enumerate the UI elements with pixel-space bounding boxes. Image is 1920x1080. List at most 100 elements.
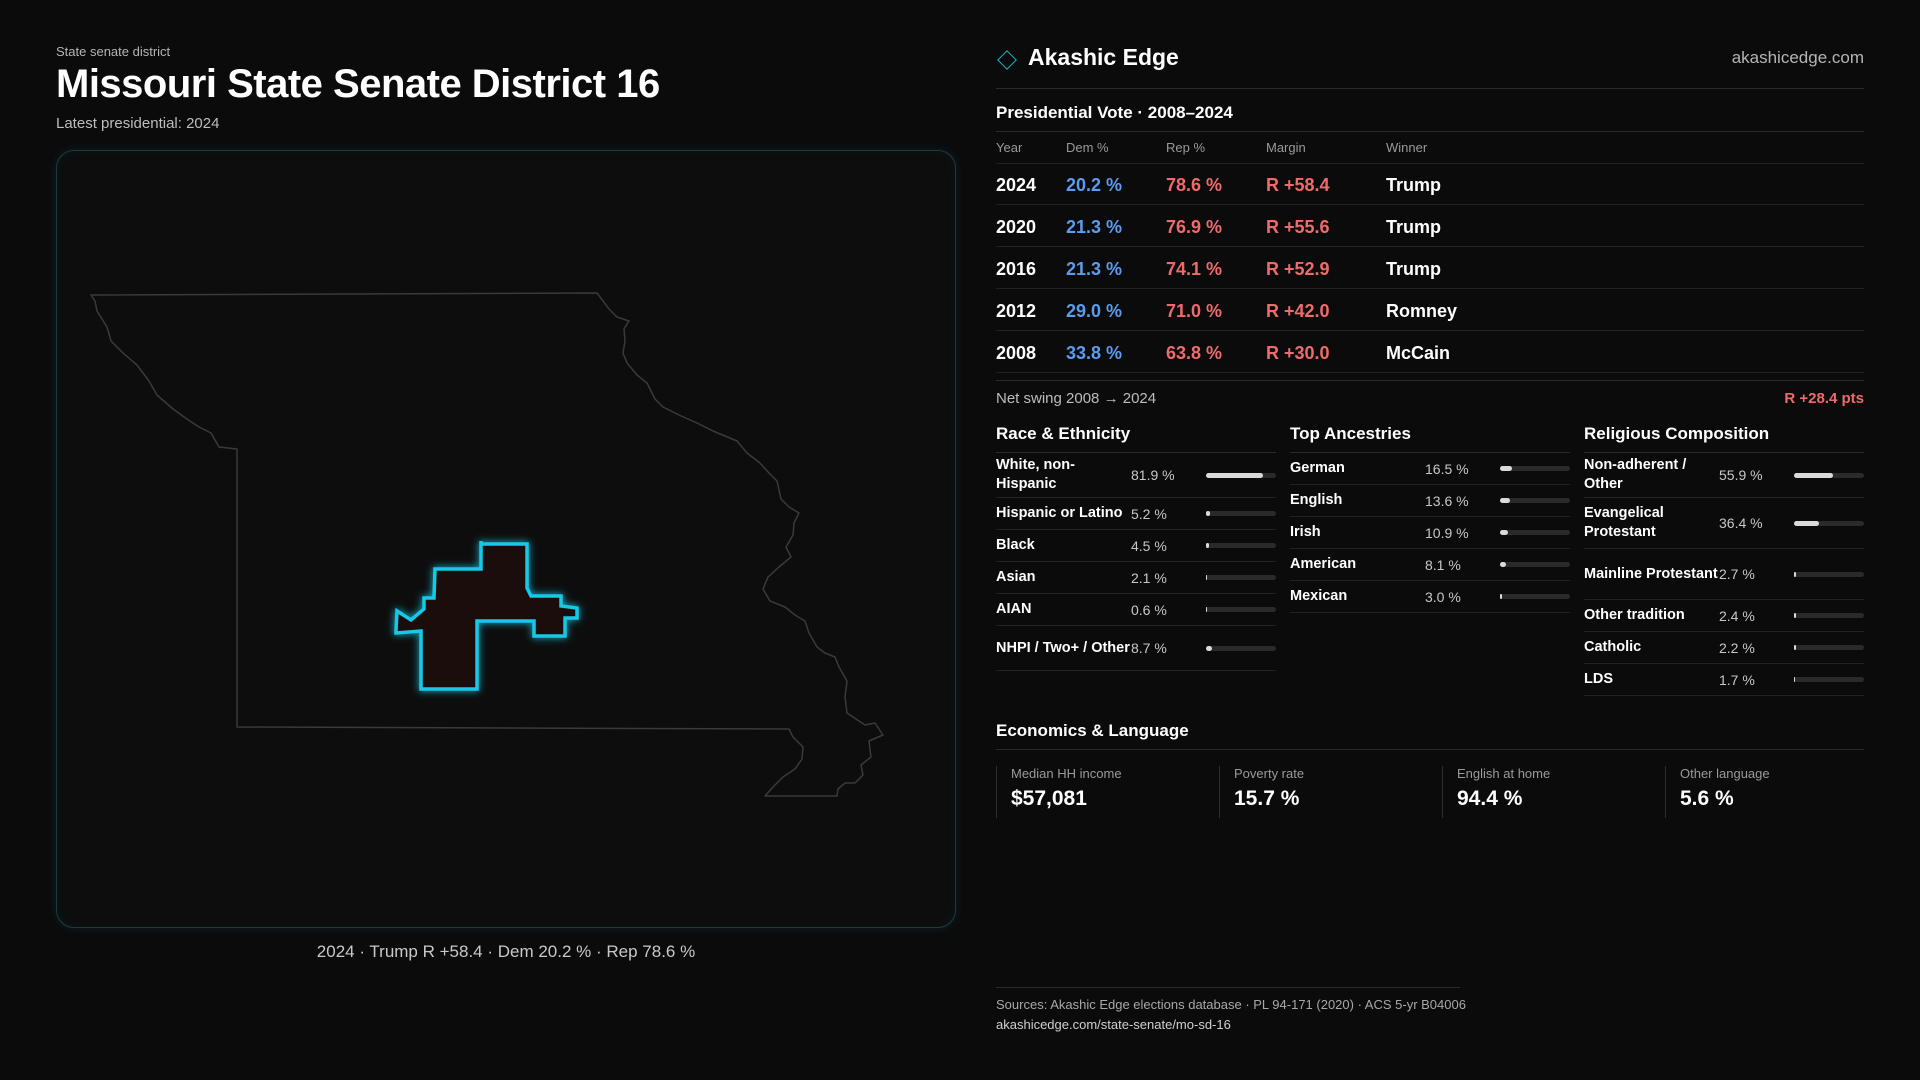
col-header-dem: Dem % (1066, 140, 1109, 155)
col-header-margin: Margin (1266, 140, 1306, 155)
race-pct: 8.7 % (1131, 640, 1167, 656)
ancestry-pct: 3.0 % (1425, 588, 1461, 605)
list-item: LDS 1.7 % (1584, 664, 1864, 696)
header-divider (996, 88, 1864, 89)
district-16-outline[interactable] (394, 541, 579, 691)
brand[interactable]: Akashic Edge (996, 44, 1179, 71)
ancestry-bar-fill (1500, 530, 1508, 535)
race-bar (1206, 607, 1276, 612)
cell-dem: 20.2 % (1066, 175, 1123, 195)
race-list: White, non-Hispanic 81.9 % Hispanic or L… (996, 453, 1276, 671)
ancestry-bar (1500, 562, 1570, 567)
ancestry-list: German 16.5 % English 13.6 % Irish 10.9 … (1290, 453, 1570, 613)
religion-list: Non-adherent / Other 55.9 % Evangelical … (1584, 453, 1864, 696)
stat-english-at-home: English at home 94.4 % (1442, 766, 1550, 818)
list-item: Mainline Protestant 2.7 % (1584, 549, 1864, 600)
ancestry-pct: 13.6 % (1425, 492, 1469, 509)
source-url-link[interactable]: akashicedge.com/state-senate/mo-sd-16 (996, 1017, 1231, 1032)
ancestry-divider (1290, 452, 1570, 453)
table-row[interactable]: 2020 21.3 % 76.9 % R +55.6 Trump (996, 205, 1864, 247)
ancestry-pct: 10.9 % (1425, 524, 1469, 541)
cell-winner: Trump (1386, 259, 1442, 279)
religion-label: Mainline Protestant (1584, 565, 1718, 582)
race-bar-fill (1206, 511, 1210, 516)
ancestry-bar-fill (1500, 498, 1510, 503)
table-row[interactable]: 2024 20.2 % 78.6 % R +58.4 Trump (996, 163, 1864, 205)
religion-bar-fill (1794, 472, 1834, 478)
diamond-icon (997, 49, 1017, 70)
religion-label: Catholic (1584, 639, 1642, 655)
page-eyebrow: State senate district (56, 44, 171, 59)
race-bar-fill (1206, 645, 1213, 651)
sources-text: Sources: Akashic Edge elections database… (996, 997, 1466, 1012)
stat-value: $57,081 (1011, 787, 1087, 810)
stat-poverty-rate: Poverty rate 15.7 % (1219, 766, 1304, 818)
cell-margin: R +42.0 (1266, 301, 1330, 321)
table-row[interactable]: 2008 33.8 % 63.8 % R +30.0 McCain (996, 331, 1864, 373)
race-pct: 2.1 % (1131, 569, 1167, 586)
cell-dem: 21.3 % (1066, 259, 1123, 279)
list-item: Catholic 2.2 % (1584, 632, 1864, 664)
list-item: Mexican 3.0 % (1290, 581, 1570, 613)
missouri-state-outline (90, 292, 884, 797)
map-caption: 2024 · Trump R +58.4 · Dem 20.2 % · Rep … (316, 942, 696, 961)
ancestry-bar (1500, 594, 1570, 599)
religion-bar (1794, 613, 1864, 618)
religion-divider (1584, 452, 1864, 453)
list-item: Black 4.5 % (996, 530, 1276, 562)
religion-pct: 2.2 % (1719, 639, 1755, 656)
stat-value: 94.4 % (1457, 787, 1523, 810)
table-row[interactable]: 2012 29.0 % 71.0 % R +42.0 Romney (996, 289, 1864, 331)
stat-label: English at home (1457, 766, 1551, 781)
religion-pct: 55.9 % (1719, 467, 1763, 483)
table-row[interactable]: 2016 21.3 % 74.1 % R +52.9 Trump (996, 247, 1864, 289)
list-item: American 8.1 % (1290, 549, 1570, 581)
race-divider (996, 452, 1276, 453)
cell-rep: 78.6 % (1166, 175, 1223, 195)
cell-winner: Trump (1386, 217, 1442, 237)
district-map[interactable] (57, 151, 957, 929)
cell-margin: R +58.4 (1266, 175, 1330, 195)
list-item: Asian 2.1 % (996, 562, 1276, 594)
race-pct: 5.2 % (1131, 505, 1167, 522)
religion-label: Evangelical Protestant (1584, 505, 1664, 540)
race-label: Hispanic or Latino (996, 505, 1123, 521)
race-label: Black (996, 537, 1035, 553)
swing-value: R +28.4 pts (1784, 390, 1864, 407)
ancestry-title: Top Ancestries (1290, 424, 1411, 443)
religion-label: Other tradition (1584, 607, 1685, 623)
list-item: NHPI / Two+ / Other 8.7 % (996, 626, 1276, 671)
cell-rep: 63.8 % (1166, 343, 1223, 363)
religion-label: Non-adherent / Other (1584, 457, 1687, 492)
cell-winner: Trump (1386, 175, 1442, 195)
race-bar (1206, 645, 1276, 651)
cell-year: 2016 (996, 259, 1037, 279)
brand-name: Akashic Edge (1028, 44, 1179, 70)
swing-label: Net swing 2008 → 2024 (996, 390, 1157, 407)
brand-url-link[interactable]: akashicedge.com (1731, 48, 1864, 67)
page-subtitle: Latest presidential: 2024 (56, 115, 220, 132)
race-label: AIAN (996, 601, 1032, 617)
page-title: Missouri State Senate District 16 (56, 62, 660, 106)
religion-bar-fill (1794, 645, 1796, 650)
cell-year: 2024 (996, 175, 1037, 195)
cell-margin: R +30.0 (1266, 343, 1330, 363)
religion-title: Religious Composition (1584, 424, 1770, 443)
race-title: Race & Ethnicity (996, 424, 1131, 443)
stat-value: 5.6 % (1680, 787, 1734, 810)
list-item: AIAN 0.6 % (996, 594, 1276, 626)
race-label: Asian (996, 569, 1036, 585)
list-item: Irish 10.9 % (1290, 517, 1570, 549)
religion-bar-fill (1794, 613, 1796, 618)
table-header-divider (996, 163, 1864, 164)
cell-winner: McCain (1386, 343, 1451, 363)
cell-dem: 21.3 % (1066, 217, 1123, 237)
map-panel[interactable] (56, 150, 956, 928)
ancestry-label: Mexican (1290, 588, 1348, 604)
list-item: Non-adherent / Other 55.9 % (1584, 453, 1864, 498)
religion-bar-fill (1794, 677, 1796, 682)
cell-rep: 71.0 % (1166, 301, 1223, 321)
religion-bar-fill (1794, 520, 1820, 526)
col-header-rep: Rep % (1166, 140, 1206, 155)
race-bar (1206, 575, 1276, 580)
